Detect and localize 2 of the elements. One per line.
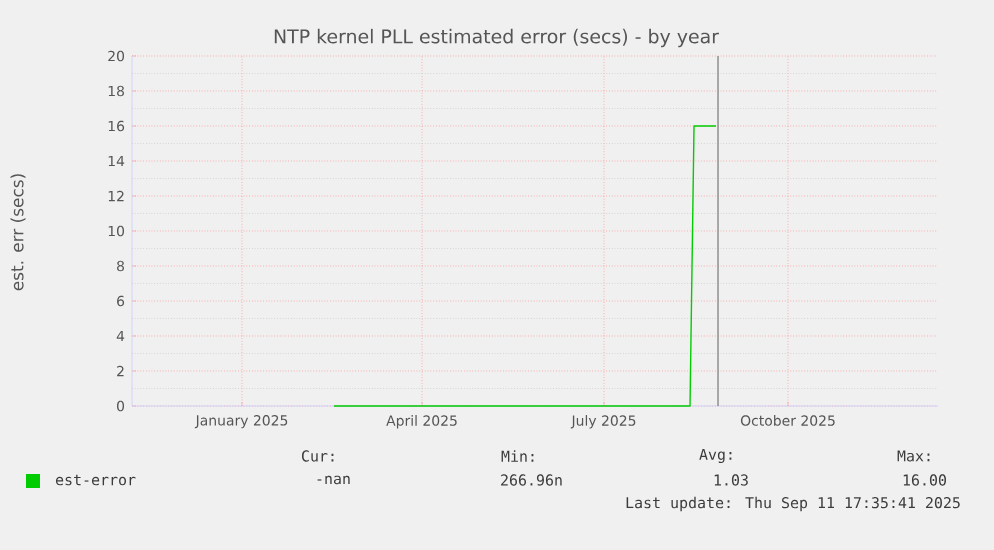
chart-title: NTP kernel PLL estimated error (secs) - by year [274,28,719,48]
y-axis-title: est. err (secs) [10,174,26,291]
